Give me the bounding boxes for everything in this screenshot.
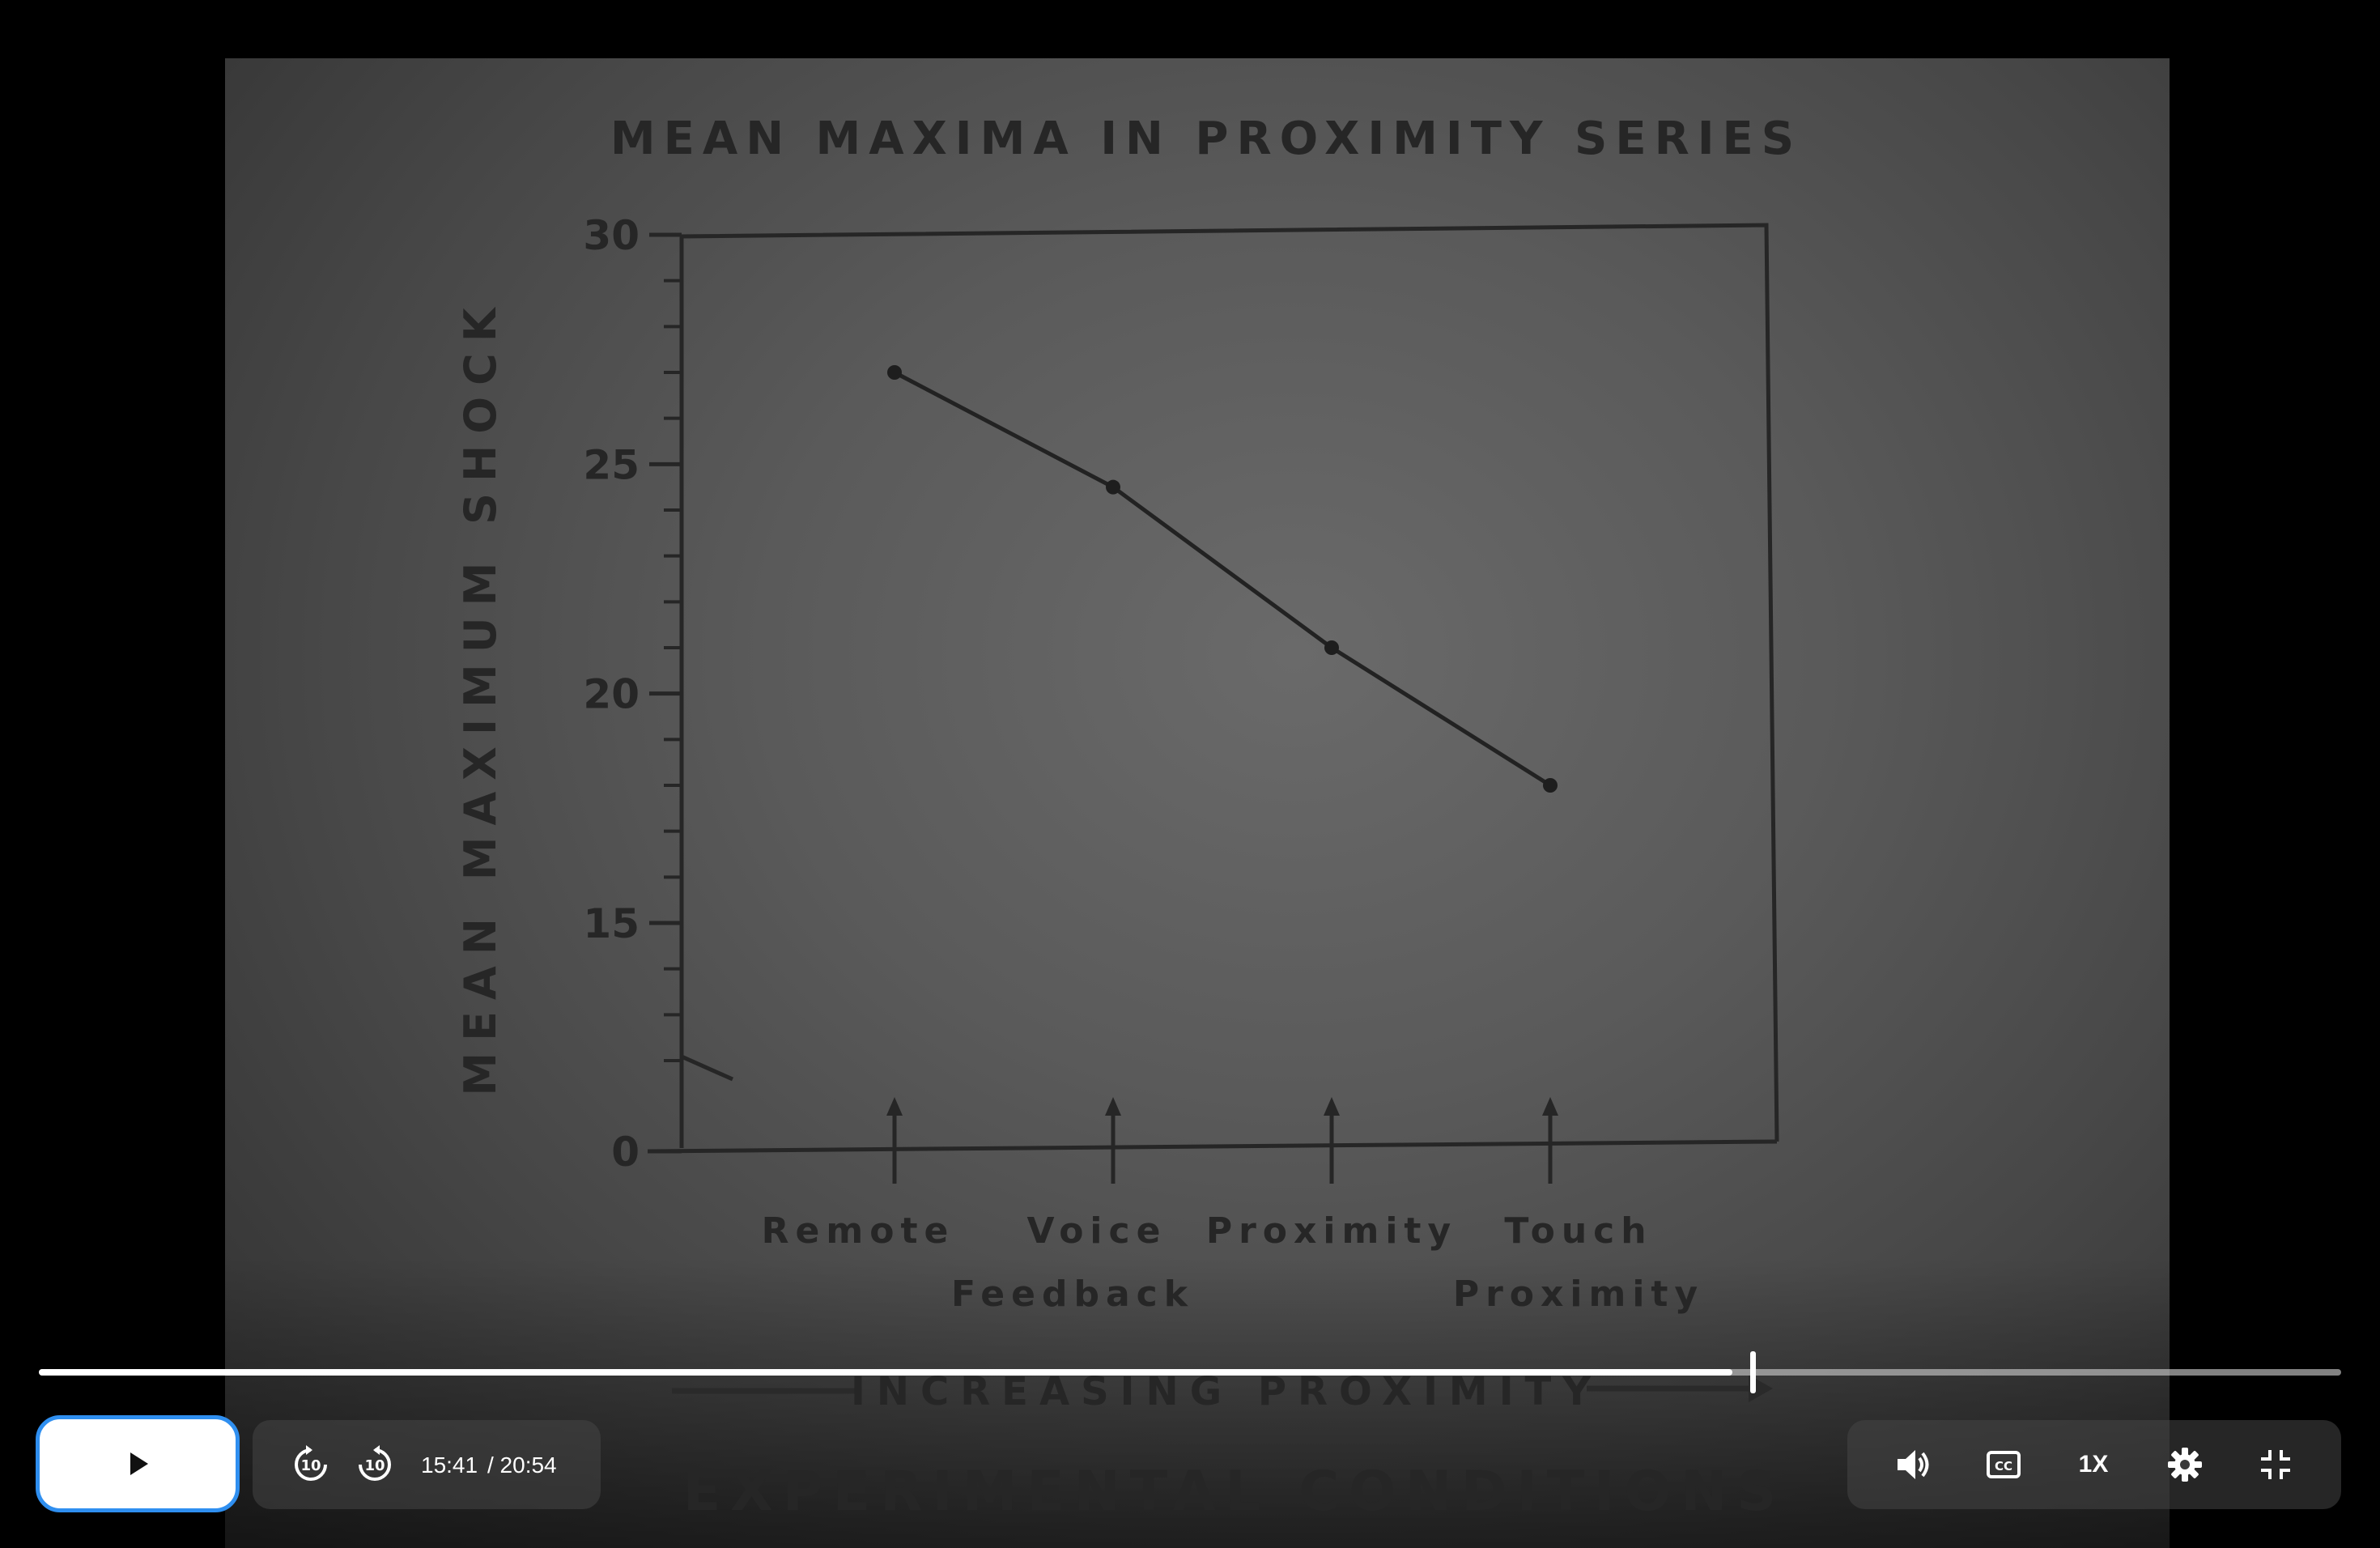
forward-10-icon: 10	[359, 1445, 391, 1481]
x-tick-label: Voice Feedback	[951, 1210, 1194, 1315]
y-tick-label: 15	[583, 900, 640, 947]
video-frame[interactable]	[225, 58, 2170, 1548]
x-tick-label: Proximity	[1206, 1210, 1457, 1252]
settings-button[interactable]	[2157, 1436, 2213, 1493]
exit-fullscreen-button[interactable]	[2247, 1436, 2304, 1493]
duration: / 20:54	[487, 1452, 557, 1478]
x-tick-arrowhead	[886, 1097, 903, 1116]
progress-thumb[interactable]	[1749, 1351, 1756, 1393]
svg-text:10: 10	[364, 1457, 385, 1474]
current-time: 15:41	[421, 1452, 478, 1478]
data-point	[1324, 640, 1339, 655]
x-tick-label: Touch Proximity	[1453, 1210, 1704, 1315]
data-point	[887, 365, 902, 380]
y-ticks	[648, 232, 682, 1154]
y-tick-label: 0	[611, 1129, 640, 1176]
y-tick-label: 25	[583, 441, 640, 488]
volume-button[interactable]	[1885, 1436, 1941, 1493]
left-controls	[253, 1420, 601, 1509]
svg-text:10: 10	[300, 1457, 321, 1474]
play-button[interactable]	[36, 1415, 240, 1512]
closed-captions-icon: CC	[1987, 1451, 2021, 1478]
x-tick-arrowhead	[1542, 1097, 1558, 1116]
exit-fullscreen-icon	[2261, 1450, 2290, 1479]
series-line	[893, 370, 1552, 788]
volume-icon	[1898, 1450, 1929, 1479]
progress-bar[interactable]	[39, 1351, 2341, 1393]
right-controls	[1847, 1420, 2341, 1509]
x-tick-marks	[886, 1097, 1558, 1184]
gear-icon	[2168, 1448, 2202, 1482]
rewind-10-icon: 10	[295, 1445, 327, 1481]
plot-frame	[679, 223, 1779, 1148]
series-points	[887, 365, 1558, 793]
x-tick-label: Remote	[762, 1210, 955, 1252]
chart-title: MEAN MAXIMA IN PROXIMITY SERIES	[610, 113, 1802, 165]
forward-10-button[interactable]: 10	[346, 1436, 403, 1493]
proximity-arrow-label: INCREASING PROXIMITY	[851, 1369, 1602, 1414]
x-axis-label: EXPERIMENTAL CONDITIONS	[683, 1460, 1786, 1524]
progress-played	[39, 1369, 1732, 1376]
rewind-10-button[interactable]: 10	[283, 1436, 339, 1493]
y-tick-label: 30	[583, 212, 640, 259]
x-tick-arrowhead	[1324, 1097, 1340, 1116]
y-axis-label: MEAN MAXIMUM SHOCK	[455, 296, 506, 1095]
svg-text:CC: CC	[1995, 1459, 2012, 1474]
y-tick-labels: 0 15 20 25 30	[583, 212, 640, 1176]
play-icon	[130, 1452, 148, 1475]
y-tick-label: 20	[583, 671, 640, 718]
data-point	[1543, 778, 1558, 793]
playback-speed-label: 1X	[2078, 1451, 2109, 1478]
playback-speed-button[interactable]: 1X	[2065, 1436, 2122, 1493]
x-tick-arrowhead	[1105, 1097, 1121, 1116]
x-tick-labels: Remote Voice Feedback Proximity Touch Proximi…	[762, 1210, 1704, 1315]
captions-button[interactable]: CC	[1975, 1436, 2032, 1493]
data-point	[1106, 479, 1120, 495]
x-axis-baseline	[647, 1139, 1778, 1154]
